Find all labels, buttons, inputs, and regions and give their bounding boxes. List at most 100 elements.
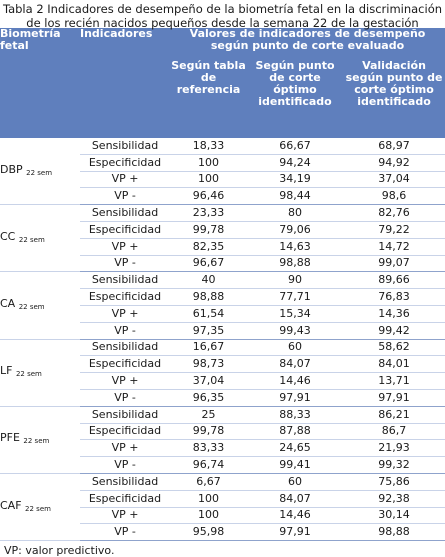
table-row: CA 22 sem Sensibilidad 40 90 89,66 <box>0 271 445 340</box>
table-row: VP -97,35 99,43 99,42 <box>0 322 445 340</box>
value-cell: 98,6 <box>343 187 445 206</box>
value-cell: 99,41 <box>247 456 343 474</box>
value-cell: 37,04 <box>170 372 247 390</box>
indicator-label: VP - <box>80 456 170 474</box>
value-cell: 94,92 <box>343 154 445 172</box>
value-cell: 84,07 <box>247 490 343 508</box>
table-row: VP -96,46 98,44 98,6 <box>0 187 445 206</box>
value-cell: 96,74 <box>170 456 247 474</box>
table-row: VP +100 14,46 30,14 <box>0 507 445 525</box>
value-cell: 14,72 <box>343 238 445 256</box>
value-cell: 25 <box>170 406 247 424</box>
indicator-label: VP - <box>80 523 170 542</box>
value-cell: 34,19 <box>247 171 343 189</box>
value-cell: 89,66 <box>343 271 445 290</box>
header-row-2: Según tabla de referencia Según punto de… <box>0 60 445 138</box>
value-cell: 96,35 <box>170 389 247 407</box>
indicator-label: Especificidad <box>80 288 170 306</box>
value-cell: 86,21 <box>343 406 445 424</box>
header-indicadores: Indicadores <box>80 28 170 138</box>
value-cell: 84,07 <box>247 355 343 374</box>
value-cell: 13,71 <box>343 372 445 390</box>
value-cell: 99,43 <box>247 322 343 340</box>
value-cell: 97,91 <box>343 389 445 407</box>
table-row: PFE 22 sem Sensibilidad 25 88,33 86,21 <box>0 406 445 474</box>
value-cell: 14,46 <box>247 507 343 525</box>
table-row: Especificidad 99,78 79,06 79,22 <box>0 221 445 239</box>
header-row-1: Biometría fetal Indicadores Valores de i… <box>0 28 445 138</box>
indicator-label: Sensibilidad <box>80 271 170 290</box>
value-cell: 77,71 <box>247 288 343 306</box>
value-cell: 24,65 <box>247 439 343 458</box>
value-cell: 96,67 <box>170 255 247 273</box>
biometria-week: 22 sem <box>18 302 45 311</box>
table-row: VP -96,67 98,88 99,07 <box>0 255 445 273</box>
table-row: Especificidad 100 94,24 94,92 <box>0 154 445 172</box>
indicator-label: Sensibilidad <box>80 204 170 222</box>
table-row: Especificidad 100 84,07 92,38 <box>0 490 445 508</box>
header-col-referencia: Según tabla de referencia <box>170 60 247 138</box>
value-cell: 98,88 <box>170 288 247 306</box>
indicator-label: Especificidad <box>80 221 170 239</box>
header-biometria: Biometría fetal <box>0 28 80 138</box>
value-cell: 92,38 <box>343 490 445 508</box>
header-col-punto-corte: Según punto de corte óptimo identificado <box>247 60 343 138</box>
indicator-label: VP + <box>80 171 170 189</box>
value-cell: 30,14 <box>343 507 445 525</box>
value-cell: 88,33 <box>247 406 343 424</box>
indicator-label: Sensibilidad <box>80 406 170 424</box>
biometria-group-label: CC 22 sem <box>0 204 80 273</box>
table-row: Especificidad 99,78 87,88 86,7 <box>0 423 445 441</box>
value-cell: 97,35 <box>170 322 247 340</box>
biometria-week: 22 sem <box>26 168 53 177</box>
indicator-label: Especificidad <box>80 355 170 374</box>
table-row: DBP 22 sem Sensibilidad 18,33 66,67 68,97 <box>0 138 445 206</box>
value-cell: 6,67 <box>170 473 247 491</box>
value-cell: 100 <box>170 171 247 189</box>
indicator-label: Especificidad <box>80 423 170 441</box>
table-row: VP +82,35 14,63 14,72 <box>0 238 445 256</box>
indicator-label: VP - <box>80 255 170 273</box>
biometria-week: 22 sem <box>25 504 51 513</box>
table-row: VP -96,74 99,41 99,32 <box>0 456 445 474</box>
value-cell: 14,36 <box>343 305 445 323</box>
indicator-label: Especificidad <box>80 154 170 172</box>
table-row: Especificidad 98,73 84,07 84,01 <box>0 355 445 374</box>
indicator-label: Sensibilidad <box>80 138 170 155</box>
biometria-name: CC <box>0 229 16 243</box>
biometria-group-label: PFE 22 sem <box>0 406 80 474</box>
value-cell: 82,76 <box>343 204 445 222</box>
table-row: VP -96,35 97,91 97,91 <box>0 389 445 407</box>
value-cell: 97,91 <box>247 389 343 407</box>
value-cell: 60 <box>247 473 343 491</box>
value-cell: 99,42 <box>343 322 445 340</box>
value-cell: 37,04 <box>343 171 445 189</box>
value-cell: 96,46 <box>170 187 247 206</box>
value-cell: 79,06 <box>247 221 343 239</box>
biometria-name: PFE <box>0 431 20 445</box>
header-valores: Valores de indicadores de desempeño segú… <box>170 28 445 60</box>
biometria-week: 22 sem <box>15 370 42 379</box>
indicator-label: VP - <box>80 187 170 206</box>
value-cell: 99,32 <box>343 456 445 474</box>
table-row: VP +83,33 24,65 21,93 <box>0 439 445 458</box>
value-cell: 100 <box>170 490 247 508</box>
value-cell: 99,78 <box>170 221 247 239</box>
value-cell: 99,78 <box>170 423 247 441</box>
biometria-name: CAF <box>0 498 22 512</box>
table-caption: Tabla 2 Indicadores de desempeño de la b… <box>0 0 445 30</box>
value-cell: 98,44 <box>247 187 343 206</box>
value-cell: 94,24 <box>247 154 343 172</box>
value-cell: 18,33 <box>170 138 247 155</box>
indicator-label: Especificidad <box>80 490 170 508</box>
value-cell: 100 <box>170 507 247 525</box>
value-cell: 75,86 <box>343 473 445 491</box>
indicator-label: Sensibilidad <box>80 339 170 357</box>
value-cell: 80 <box>247 204 343 222</box>
value-cell: 98,73 <box>170 355 247 374</box>
value-cell: 68,97 <box>343 138 445 155</box>
indicator-label: VP + <box>80 439 170 458</box>
table-footnote: VP: valor predictivo. <box>4 544 115 557</box>
value-cell: 60 <box>247 339 343 357</box>
value-cell: 95,98 <box>170 523 247 542</box>
